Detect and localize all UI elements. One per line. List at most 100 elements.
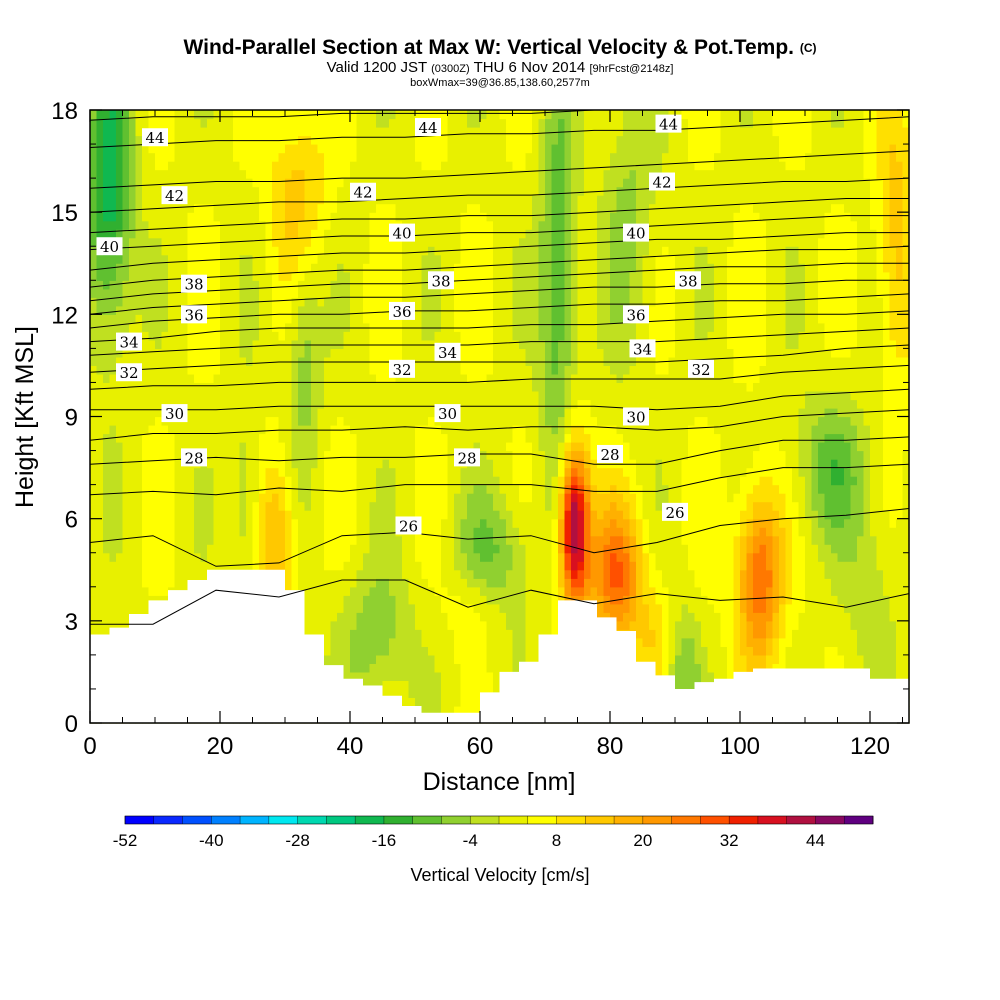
- field-cell: [499, 263, 507, 273]
- field-cell: [519, 612, 527, 622]
- field-cell: [103, 220, 111, 230]
- field-cell: [194, 263, 202, 273]
- field-cell: [142, 365, 150, 375]
- field-cell: [486, 195, 494, 205]
- field-cell: [148, 348, 156, 358]
- field-cell: [246, 144, 254, 154]
- field-cell: [291, 578, 299, 588]
- field-cell: [337, 322, 345, 332]
- field-cell: [408, 399, 416, 409]
- field-cell: [337, 433, 345, 443]
- field-cell: [213, 552, 221, 562]
- field-cell: [187, 237, 195, 247]
- field-cell: [506, 161, 514, 171]
- field-cell: [148, 339, 156, 349]
- field-cell: [460, 110, 468, 120]
- field-cell: [122, 391, 130, 401]
- field-cell: [96, 339, 104, 349]
- field-cell: [447, 484, 455, 494]
- field-cell: [337, 493, 345, 503]
- field-cell: [109, 569, 117, 579]
- field-cell: [161, 144, 169, 154]
- field-cell: [402, 161, 410, 171]
- field-cell: [343, 527, 351, 537]
- field-cell: [480, 314, 488, 324]
- field-cell: [220, 433, 228, 443]
- field-cell: [155, 535, 163, 545]
- field-cell: [239, 408, 247, 418]
- field-cell: [252, 552, 260, 562]
- field-cell: [532, 203, 540, 213]
- field-cell: [389, 578, 397, 588]
- field-cell: [512, 152, 520, 162]
- field-cell: [408, 476, 416, 486]
- field-cell: [356, 535, 364, 545]
- field-cell: [298, 280, 306, 290]
- field-cell: [376, 459, 384, 469]
- field-cell: [246, 186, 254, 196]
- field-cell: [486, 527, 494, 537]
- field-cell: [103, 578, 111, 588]
- field-cell: [226, 382, 234, 392]
- field-cell: [428, 544, 436, 554]
- field-cell: [363, 263, 371, 273]
- field-cell: [493, 391, 501, 401]
- field-cell: [252, 476, 260, 486]
- field-cell: [252, 314, 260, 324]
- field-cell: [343, 178, 351, 188]
- field-cell: [200, 510, 208, 520]
- field-cell: [525, 229, 533, 239]
- field-cell: [363, 110, 371, 120]
- field-cell: [454, 195, 462, 205]
- field-cell: [187, 467, 195, 477]
- field-cell: [122, 450, 130, 460]
- field-cell: [356, 382, 364, 392]
- field-cell: [363, 314, 371, 324]
- field-cell: [291, 305, 299, 315]
- field-cell: [473, 697, 481, 707]
- field-cell: [363, 620, 371, 630]
- field-cell: [142, 527, 150, 537]
- field-cell: [233, 110, 241, 120]
- field-cell: [382, 348, 390, 358]
- field-cell: [389, 373, 397, 383]
- field-cell: [291, 212, 299, 222]
- field-cell: [298, 161, 306, 171]
- field-cell: [148, 527, 156, 537]
- field-cell: [285, 527, 293, 537]
- field-cell: [454, 178, 462, 188]
- field-cell: [174, 527, 182, 537]
- field-cell: [168, 578, 176, 588]
- field-cell: [356, 220, 364, 230]
- field-cell: [148, 110, 156, 120]
- field-cell: [343, 484, 351, 494]
- field-cell: [389, 169, 397, 179]
- field-cell: [395, 110, 403, 120]
- field-cell: [434, 578, 442, 588]
- field-cell: [343, 305, 351, 315]
- field-cell: [142, 186, 150, 196]
- field-cell: [135, 459, 143, 469]
- field-cell: [298, 399, 306, 409]
- field-cell: [389, 595, 397, 605]
- field-cell: [129, 161, 137, 171]
- field-cell: [415, 305, 423, 315]
- field-cell: [519, 331, 527, 341]
- field-cell: [285, 535, 293, 545]
- field-cell: [298, 561, 306, 571]
- field-cell: [454, 186, 462, 196]
- field-cell: [460, 237, 468, 247]
- field-cell: [389, 212, 397, 222]
- field-cell: [428, 620, 436, 630]
- field-cell: [376, 229, 384, 239]
- field-cell: [447, 518, 455, 528]
- field-cell: [174, 169, 182, 179]
- field-cell: [291, 297, 299, 307]
- field-cell: [291, 518, 299, 528]
- field-cell: [337, 535, 345, 545]
- field-cell: [415, 671, 423, 681]
- field-cell: [311, 578, 319, 588]
- field-cell: [109, 493, 117, 503]
- field-cell: [330, 186, 338, 196]
- field-cell: [460, 501, 468, 511]
